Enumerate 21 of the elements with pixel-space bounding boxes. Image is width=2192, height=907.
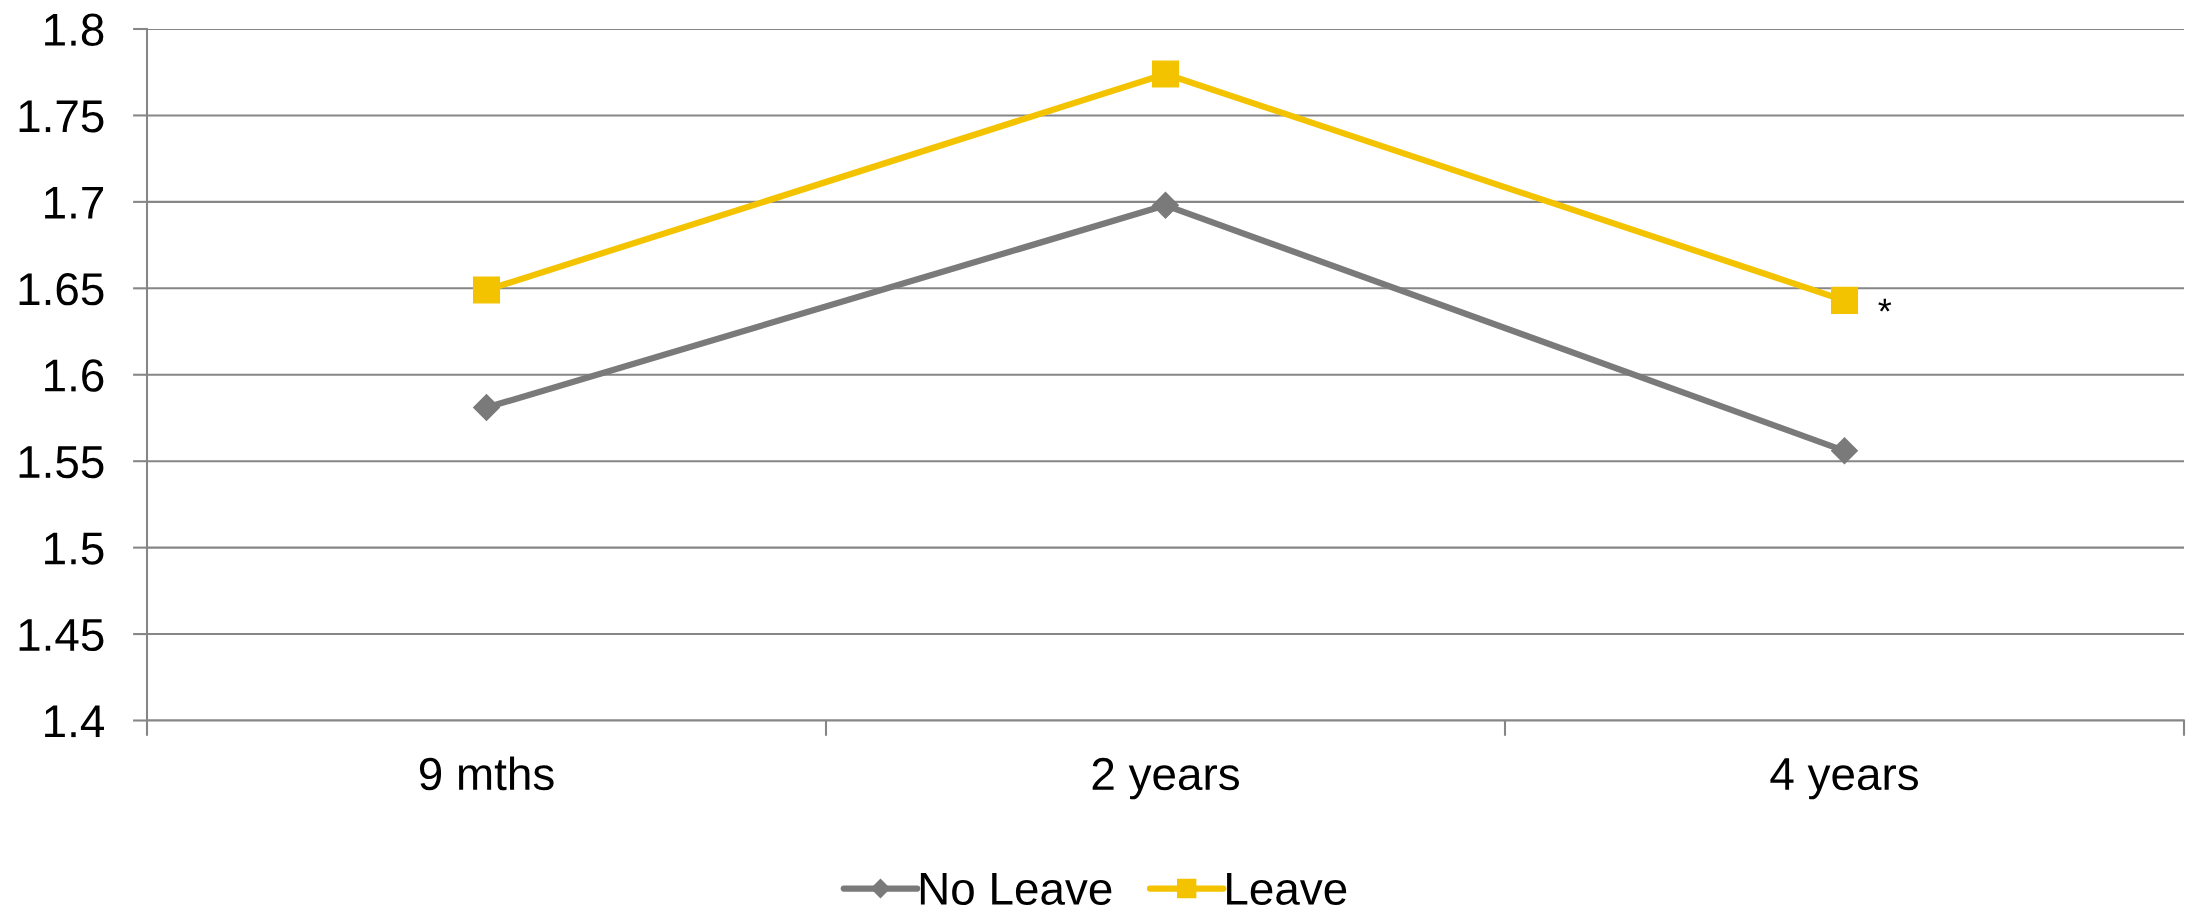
point bbox=[473, 394, 500, 422]
y-tick-label: 1.75 bbox=[19, 100, 104, 133]
y-tick-label: 1.5 bbox=[45, 532, 104, 565]
x-tick-label: 2 years bbox=[1092, 757, 1239, 800]
y-tick-label: 1.4 bbox=[45, 705, 104, 738]
point bbox=[1831, 437, 1858, 465]
point bbox=[1152, 191, 1179, 219]
y-tick-label: 1.55 bbox=[19, 446, 104, 479]
y-tick-label: 1.65 bbox=[19, 272, 104, 306]
x-tick-label: 4 years bbox=[1770, 758, 1918, 800]
legend-label: Leave bbox=[1227, 873, 1347, 905]
point bbox=[472, 276, 501, 304]
y-tick-label: 1.8 bbox=[45, 13, 104, 47]
y-tick-label: 1.6 bbox=[45, 359, 104, 392]
point bbox=[1830, 286, 1859, 314]
x-tick-label: 9 mths bbox=[419, 756, 554, 791]
y-tick-label: 1.7 bbox=[45, 186, 104, 219]
point bbox=[1151, 60, 1180, 88]
annotation: * bbox=[1878, 298, 1892, 312]
y-tick-label: 1.45 bbox=[19, 619, 104, 652]
legend-label: No Leave bbox=[920, 873, 1112, 905]
